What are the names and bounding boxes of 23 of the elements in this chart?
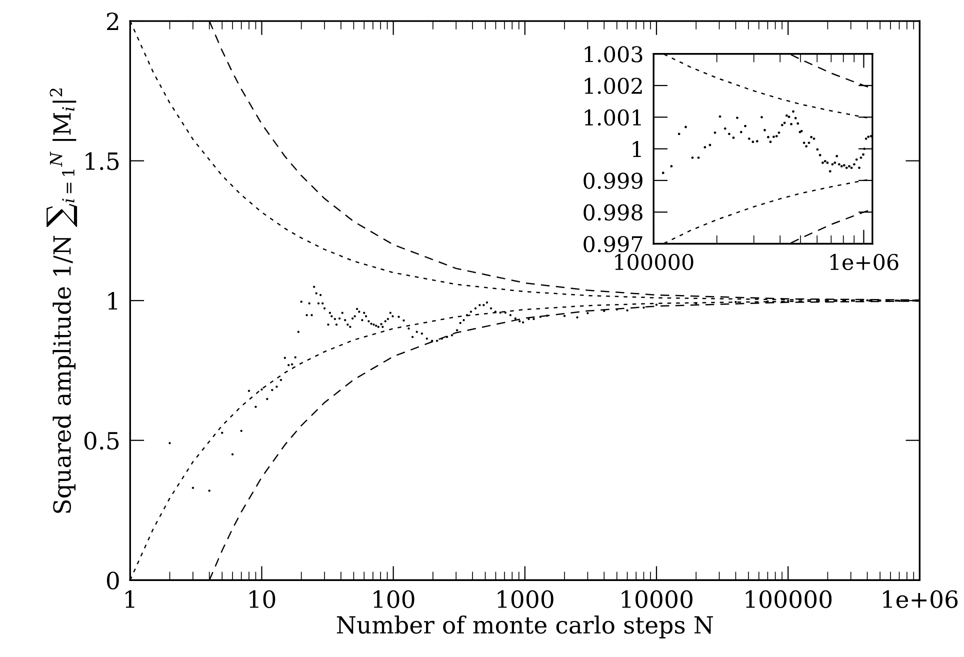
y-axis-title: Squared amplitude 1/N ∑$_{i=1}$$^{N}$ |M$_{i}$|$^{2}$ [46, 88, 78, 513]
y-tick-label: 0.998 [584, 204, 642, 221]
x-tick-label: 1e+06 [883, 590, 958, 608]
y-tick-label: 1 [108, 292, 118, 310]
y-tick-label: 1.002 [584, 78, 642, 94]
y-tick-label: 2 [106, 12, 118, 30]
x-tick-label: 1 [126, 590, 134, 608]
x-tick-label: 100000 [746, 590, 832, 608]
x-tick-label: 100 [374, 590, 414, 608]
y-tick-label: 1.001 [584, 109, 641, 126]
x-tick-label: 10 [250, 590, 276, 608]
y-tick-label: 1.5 [86, 152, 119, 170]
x-tick-label: 10000 [622, 590, 692, 608]
x-tick-label: 1e+06 [830, 254, 898, 270]
y-tick-label: 0.5 [84, 432, 119, 450]
y-tick-label: 0.999 [584, 172, 642, 189]
y-tick-label: 1.003 [584, 46, 642, 62]
y-tick-label: 0 [106, 572, 119, 590]
x-tick-label: 100000 [615, 254, 694, 270]
x-tick-label: 1000 [498, 590, 554, 608]
y-tick-label: 1 [632, 141, 641, 157]
y-tick-label: 0.997 [584, 236, 642, 252]
x-axis-title: Number of monte carlo steps N [336, 615, 713, 638]
